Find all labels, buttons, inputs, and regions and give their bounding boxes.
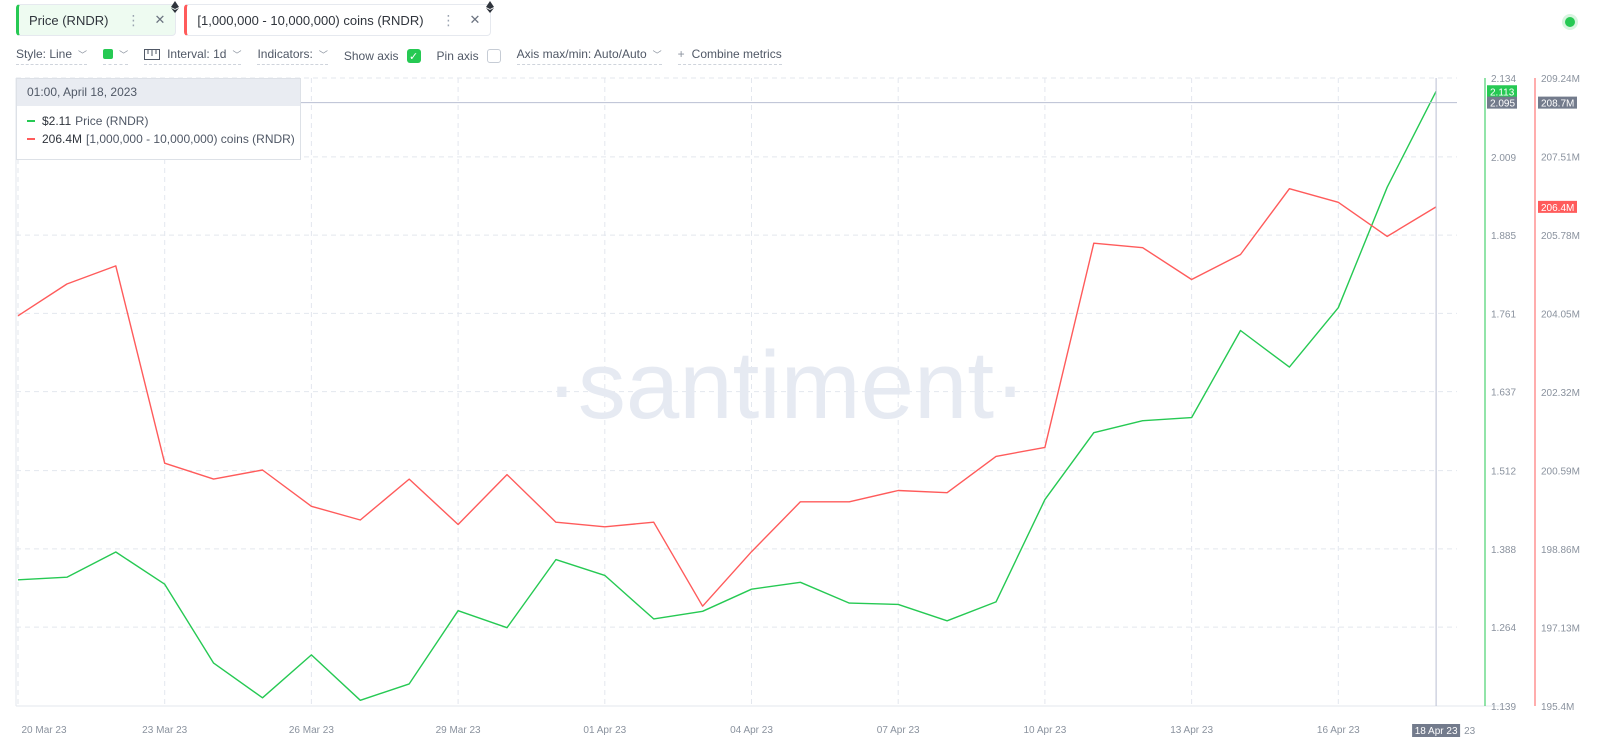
tooltip-price-value: $2.11	[42, 114, 72, 128]
grid-lines	[15, 77, 1506, 707]
date-axis: 20 Mar 23 23 Mar 23 26 Mar 23 29 Mar 23 01 A…	[21, 724, 1476, 737]
interval-dropdown[interactable]: Interval: 1d ﹀	[144, 47, 242, 65]
metric-tab-holders[interactable]: [1,000,000 - 10,000,000) coins (RNDR) ⋮ …	[184, 1, 495, 36]
chevron-down-icon: ﹀	[78, 49, 88, 60]
ethereum-icon	[171, 1, 180, 13]
tooltip-row-price: $2.11 Price (RNDR)	[17, 114, 300, 128]
price-axis: 2.134 2.009 1.885 1.761 1.637 1.512 1.388 1.264…	[1484, 74, 1517, 713]
price-axis-tick-label: 1.139	[1491, 702, 1516, 713]
style-dropdown[interactable]: Style: Line ﹀	[16, 47, 88, 65]
price-axis-tick-label: 1.637	[1491, 388, 1516, 399]
date-axis-tick-label: 07 Apr 23	[877, 725, 920, 736]
combine-metrics-label: Combine metrics	[691, 47, 782, 61]
date-axis-tick-label-partial: 23	[1464, 726, 1476, 737]
pin-axis-label: Pin axis	[436, 49, 479, 63]
chart-tooltip: 01:00, April 18, 2023 $2.11 Price (RNDR)…	[16, 78, 301, 160]
plus-icon: +	[677, 47, 685, 61]
holders-crosshair-badge-label: 208.7M	[1541, 99, 1574, 110]
price-current-badge-label: 2.113	[1490, 87, 1515, 98]
date-axis-tick-label: 26 Mar 23	[289, 725, 334, 736]
close-icon[interactable]: ✕	[154, 12, 166, 27]
date-axis-tick-label: 01 Apr 23	[583, 725, 626, 736]
chart-settings-bar: Style: Line ﹀ ﹀ Interval: 1d ﹀ Indicator…	[16, 47, 798, 65]
pin-axis-toggle[interactable]: Pin axis	[437, 49, 501, 63]
holders-axis-tick-label: 195.4M	[1541, 702, 1574, 713]
santiment-watermark: ·santiment·	[546, 332, 1026, 439]
interval-label: Interval: 1d	[167, 47, 227, 61]
date-axis-tick-label: 16 Apr 23	[1317, 725, 1360, 736]
close-icon[interactable]: ✕	[469, 12, 481, 27]
more-options-icon[interactable]: ⋮	[126, 11, 141, 28]
metric-tabs: Price (RNDR) ⋮ ✕ [1,000,000 - 10,000,000…	[16, 1, 495, 36]
chevron-down-icon: ﹀	[318, 49, 328, 60]
crosshair	[300, 78, 1457, 706]
show-axis-checkbox[interactable]: ✓	[406, 49, 421, 63]
crosshair-date-badge-label: 18 Apr 23	[1415, 726, 1458, 737]
price-axis-tick-label: 1.885	[1491, 231, 1516, 242]
chevron-down-icon: ﹀	[119, 49, 129, 60]
tooltip-holders-name: [1,000,000 - 10,000,000) coins (RNDR)	[86, 132, 295, 146]
price-axis-tick-label: 1.388	[1491, 545, 1516, 556]
more-options-icon[interactable]: ⋮	[441, 11, 456, 28]
ethereum-icon	[486, 1, 495, 13]
ruler-icon	[144, 49, 161, 60]
price-crosshair-badge	[1487, 96, 1517, 109]
price-crosshair-badge-label: 2.095	[1490, 99, 1515, 110]
live-status-dot	[1565, 17, 1575, 27]
tooltip-date: 01:00, April 18, 2023	[17, 79, 300, 106]
pin-axis-checkbox[interactable]	[486, 49, 501, 63]
tooltip-holders-value: 206.4M	[42, 132, 83, 146]
holders-crosshair-badge	[1538, 96, 1577, 109]
price-axis-tick-label: 1.264	[1491, 623, 1516, 634]
metric-tab-price[interactable]: Price (RNDR) ⋮ ✕	[16, 1, 180, 36]
holders-axis-tick-label: 202.32M	[1541, 388, 1580, 399]
price-current-badge	[1487, 85, 1517, 98]
holders-axis-tick-label: 207.51M	[1541, 153, 1580, 164]
price-axis-tick-label: 1.512	[1491, 467, 1516, 478]
style-label: Style: Line	[16, 47, 73, 61]
holders-current-badge	[1538, 200, 1577, 213]
date-axis-tick-label: 23 Mar 23	[142, 725, 187, 736]
combine-metrics-button[interactable]: + Combine metrics	[677, 47, 782, 65]
indicators-label: Indicators:	[257, 47, 313, 61]
color-picker[interactable]: ﹀	[103, 48, 129, 65]
holders-axis-tick-label: 197.13M	[1541, 624, 1580, 635]
date-axis-tick-label: 04 Apr 23	[730, 725, 773, 736]
chevron-down-icon: ﹀	[652, 49, 662, 60]
series-color-mark	[27, 120, 35, 122]
chevron-down-icon: ﹀	[232, 49, 242, 60]
date-axis-tick-label: 20 Mar 23	[21, 725, 66, 736]
crosshair-date-badge	[1412, 724, 1461, 737]
price-line	[17, 90, 1437, 701]
metric-tab-price-label: Price (RNDR)	[29, 12, 109, 28]
date-axis-tick-label: 10 Apr 23	[1023, 725, 1066, 736]
holders-axis-tick-label: 198.86M	[1541, 545, 1580, 556]
holders-axis-tick-label: 205.78M	[1541, 231, 1580, 242]
tooltip-price-name: Price (RNDR)	[75, 114, 149, 128]
holders-axis-tick-label: 209.24M	[1541, 74, 1580, 85]
color-swatch	[103, 49, 114, 59]
axis-maxmin-label: Axis max/min: Auto/Auto	[516, 47, 647, 61]
show-axis-label: Show axis	[343, 49, 399, 63]
holders-current-badge-label: 206.4M	[1541, 203, 1574, 214]
date-axis-tick-label: 13 Apr 23	[1170, 725, 1213, 736]
axis-maxmin-dropdown[interactable]: Axis max/min: Auto/Auto ﹀	[516, 47, 662, 65]
show-axis-toggle[interactable]: Show axis ✓	[344, 49, 421, 63]
date-axis-tick-label: 29 Mar 23	[436, 725, 481, 736]
series-color-mark	[27, 138, 35, 140]
holders-axis: 209.24M 207.51M 205.78M 204.05M 202.32M 200.5…	[1534, 74, 1580, 713]
holders-axis-tick-label: 200.59M	[1541, 467, 1580, 478]
holders-axis-tick-label: 204.05M	[1541, 310, 1580, 321]
metric-tab-holders-label: [1,000,000 - 10,000,000) coins (RNDR)	[197, 12, 424, 28]
indicators-dropdown[interactable]: Indicators: ﹀	[257, 47, 328, 65]
price-axis-tick-label: 2.009	[1491, 153, 1516, 164]
price-axis-tick-label: 2.134	[1491, 74, 1516, 85]
tooltip-row-holders: 206.4M [1,000,000 - 10,000,000) coins (R…	[17, 132, 300, 146]
price-axis-tick-label: 1.761	[1491, 309, 1516, 320]
series-lines	[17, 90, 1437, 701]
holders-line	[17, 187, 1437, 607]
